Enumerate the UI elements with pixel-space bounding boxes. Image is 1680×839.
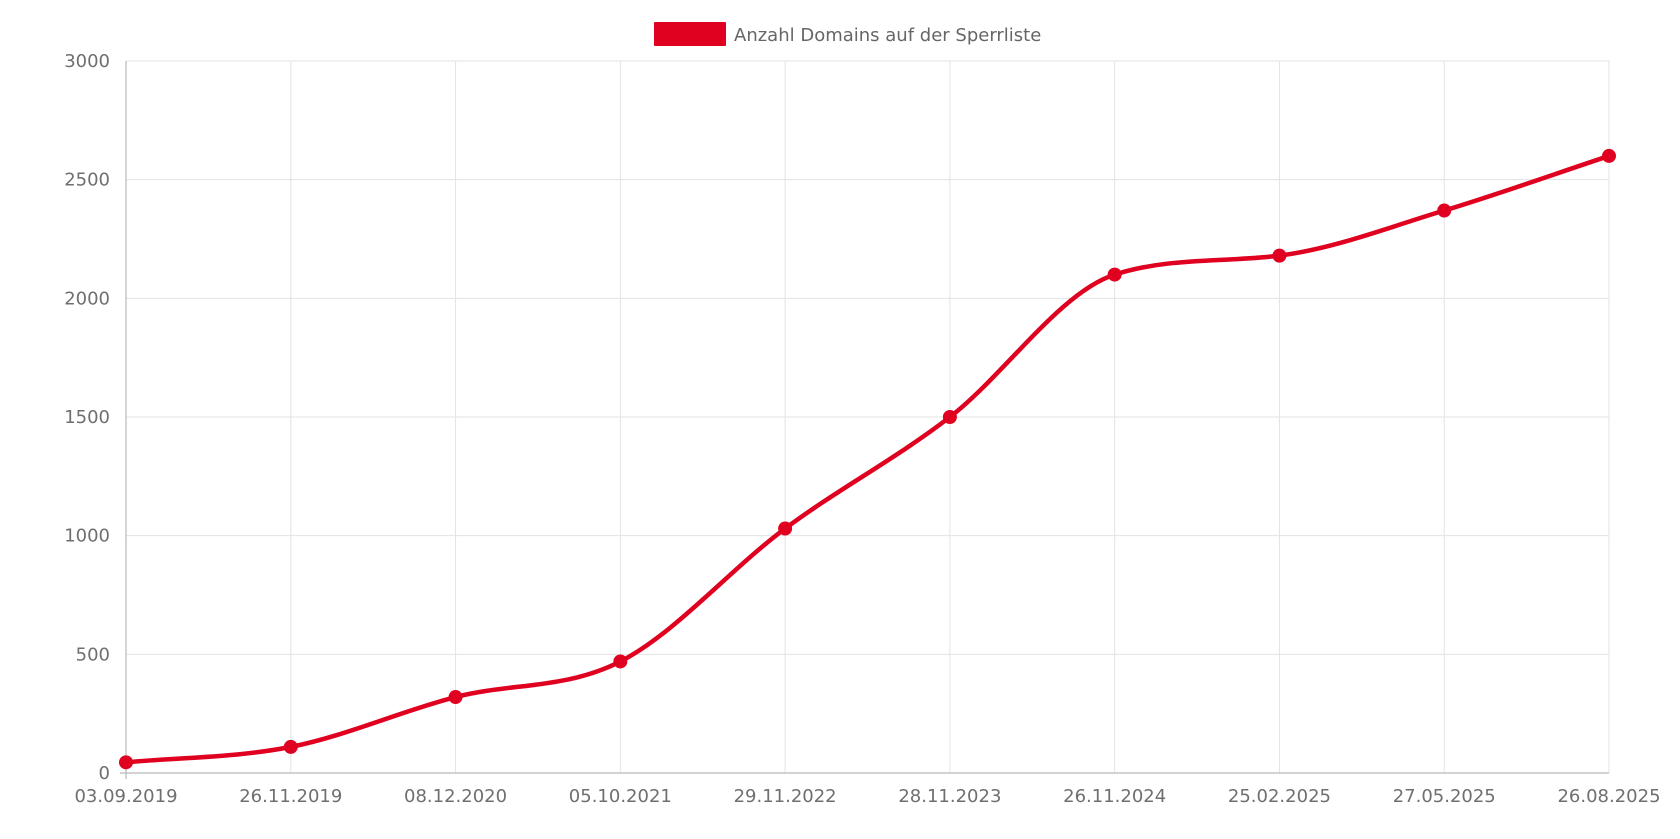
legend-swatch [654, 22, 726, 46]
x-tick-label: 29.11.2022 [734, 786, 837, 807]
data-point-0[interactable] [119, 755, 133, 770]
y-tick-label: 0 [99, 763, 110, 784]
y-tick-label: 500 [76, 644, 110, 665]
x-tick-label: 03.09.2019 [74, 786, 177, 807]
data-point-5[interactable] [942, 410, 957, 424]
y-tick-label: 1000 [64, 526, 110, 547]
x-tick-label: 08.12.2020 [404, 786, 507, 807]
y-tick-label: 3000 [64, 51, 110, 72]
y-tick-label: 2500 [64, 170, 110, 191]
legend-label: Anzahl Domains auf der Sperrliste [734, 25, 1041, 46]
grid [126, 60, 1610, 773]
x-tick-label: 26.08.2025 [1557, 786, 1660, 807]
data-point-9[interactable] [1602, 148, 1616, 163]
x-tick-label: 28.11.2023 [898, 786, 1001, 807]
data-points [119, 148, 1616, 770]
series-anzahl-domains [123, 153, 1612, 765]
x-tick-label: 26.11.2019 [239, 786, 342, 807]
series-line [123, 153, 1612, 765]
data-point-3[interactable] [613, 654, 628, 669]
data-point-4[interactable] [778, 521, 793, 536]
x-tick-label: 26.11.2024 [1063, 786, 1166, 807]
legend[interactable]: Anzahl Domains auf der Sperrliste [654, 22, 1041, 46]
axes: 0 500 1000 1500 2000 2500 3000 03.09.2019 26.11.… [64, 51, 1660, 807]
y-tick-label: 1500 [64, 407, 110, 428]
data-point-2[interactable] [448, 690, 463, 705]
data-point-7[interactable] [1272, 248, 1287, 263]
x-tick-label: 05.10.2021 [569, 786, 672, 807]
data-point-6[interactable] [1107, 267, 1122, 282]
x-tick-label: 27.05.2025 [1393, 786, 1496, 807]
data-point-1[interactable] [283, 739, 298, 754]
y-tick-label: 2000 [64, 288, 110, 309]
x-tick-label: 25.02.2025 [1228, 786, 1331, 807]
data-point-8[interactable] [1437, 203, 1452, 218]
